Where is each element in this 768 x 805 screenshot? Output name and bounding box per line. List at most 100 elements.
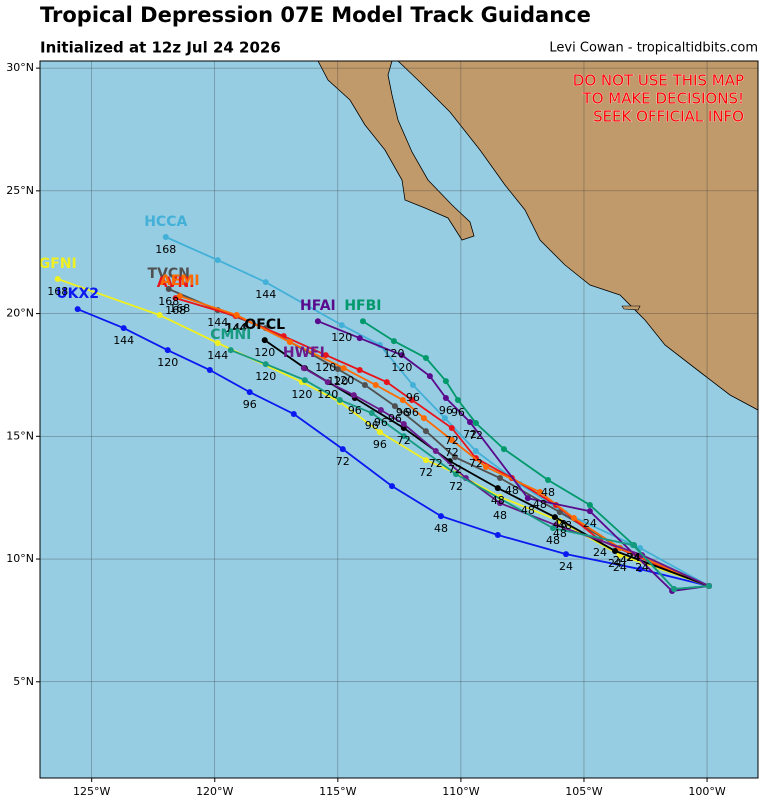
track-point	[262, 279, 269, 286]
track-point	[451, 454, 458, 461]
mainland-mexico	[397, 61, 758, 411]
forecast-hour: 120	[315, 361, 336, 374]
y-tick-label: 10°N	[6, 552, 34, 565]
forecast-hour: 96	[243, 398, 257, 411]
warning-line: DO NOT USE THIS MAP	[573, 72, 744, 90]
track-point	[162, 233, 169, 240]
forecast-hour: 168	[47, 285, 68, 298]
forecast-hour: 168	[155, 243, 176, 256]
warning-line: TO MAKE DECISIONS!	[582, 90, 744, 108]
forecast-hour: 48	[491, 494, 505, 507]
island	[621, 305, 641, 311]
track-point	[206, 367, 213, 374]
track-point	[377, 407, 384, 414]
track-point	[400, 421, 407, 428]
x-tick-label: 125°W	[73, 785, 110, 798]
y-tick-label: 15°N	[6, 429, 34, 442]
track-point	[340, 365, 347, 372]
track-point	[494, 531, 501, 538]
forecast-hour: 24	[613, 561, 627, 574]
track-point	[422, 428, 429, 435]
track-point	[706, 583, 713, 590]
track-point	[497, 500, 504, 507]
track-point	[314, 318, 321, 325]
forecast-hour: 72	[445, 446, 459, 459]
track-point	[671, 585, 678, 592]
forecast-hour: 24	[627, 551, 641, 564]
forecast-hour: 120	[291, 388, 312, 401]
track-point	[338, 322, 345, 329]
forecast-hour: 48	[434, 522, 448, 535]
model-track	[176, 293, 713, 590]
track-point	[300, 365, 307, 372]
forecast-hour: 120	[327, 375, 348, 388]
forecast-hour: 120	[254, 346, 275, 359]
track-point	[361, 382, 368, 389]
track-point	[246, 389, 253, 396]
forecast-hour: 120	[383, 347, 404, 360]
forecast-hour: 96	[365, 419, 379, 432]
track-point	[120, 325, 127, 332]
forecast-hour: 48	[541, 486, 555, 499]
track-point	[637, 566, 644, 573]
land	[317, 61, 758, 411]
forecast-hour: 72	[445, 434, 459, 447]
track-point	[350, 392, 357, 399]
track-point	[549, 525, 556, 532]
track-point	[165, 286, 172, 293]
forecast-hour: 168	[158, 295, 179, 308]
y-tick-label: 30°N	[6, 61, 34, 74]
track-point	[74, 306, 81, 313]
track-point	[494, 485, 501, 492]
model-name: TVCN	[148, 266, 190, 282]
x-tick-label: 120°W	[196, 785, 233, 798]
forecast-hour: 96	[406, 391, 420, 404]
forecast-hour: 72	[429, 457, 443, 470]
forecast-hour: 144	[226, 321, 247, 334]
track-point	[611, 547, 618, 554]
track-point	[448, 436, 455, 443]
track-point	[368, 409, 375, 416]
track-point	[324, 379, 331, 386]
track-point	[483, 463, 490, 470]
forecast-hour: 96	[396, 406, 410, 419]
graticule	[40, 61, 758, 778]
forecast-hour: 48	[553, 527, 567, 540]
forecast-hour: 24	[613, 554, 627, 567]
track-point	[156, 312, 163, 319]
hour-labels: 48 72 96 120 144 168 HCCA 24 48 72 96 120 144 168 TVCN…	[40, 214, 649, 574]
forecast-hour: 24	[608, 557, 622, 570]
track-point	[426, 373, 433, 380]
forecast-hour: 72	[419, 466, 433, 479]
forecast-hour: 120	[157, 356, 178, 369]
subtitle: Initialized at 12z Jul 24 2026	[40, 39, 281, 57]
x-tick-label: 105°W	[565, 785, 602, 798]
y-tick-label: 25°N	[6, 184, 34, 197]
track-point	[356, 335, 363, 342]
track-point	[629, 542, 636, 549]
track-line	[57, 278, 710, 587]
track-point	[432, 448, 439, 455]
forecast-hour: 72	[448, 463, 462, 476]
track-point	[383, 379, 390, 386]
track-point	[214, 257, 221, 264]
forecast-hour: 72	[463, 428, 477, 441]
track-point	[408, 396, 415, 403]
forecast-hour: 96	[405, 406, 419, 419]
forecast-hour: 72	[469, 429, 483, 442]
forecast-hour: 48	[521, 504, 535, 517]
track-point	[214, 340, 221, 347]
model-name: HFBI	[344, 298, 381, 314]
track-point	[467, 419, 474, 426]
track-point	[586, 502, 593, 509]
y-tick-label: 20°N	[6, 307, 34, 320]
model-name: AVNI	[157, 275, 195, 291]
track-point	[388, 483, 395, 490]
forecast-hour: 144	[207, 316, 228, 329]
track-point	[334, 366, 341, 373]
track-line	[165, 236, 710, 587]
x-tick-label: 110°W	[442, 785, 479, 798]
title: Tropical Depression 07E Model Track Guid…	[40, 3, 591, 27]
track-point	[472, 420, 479, 427]
